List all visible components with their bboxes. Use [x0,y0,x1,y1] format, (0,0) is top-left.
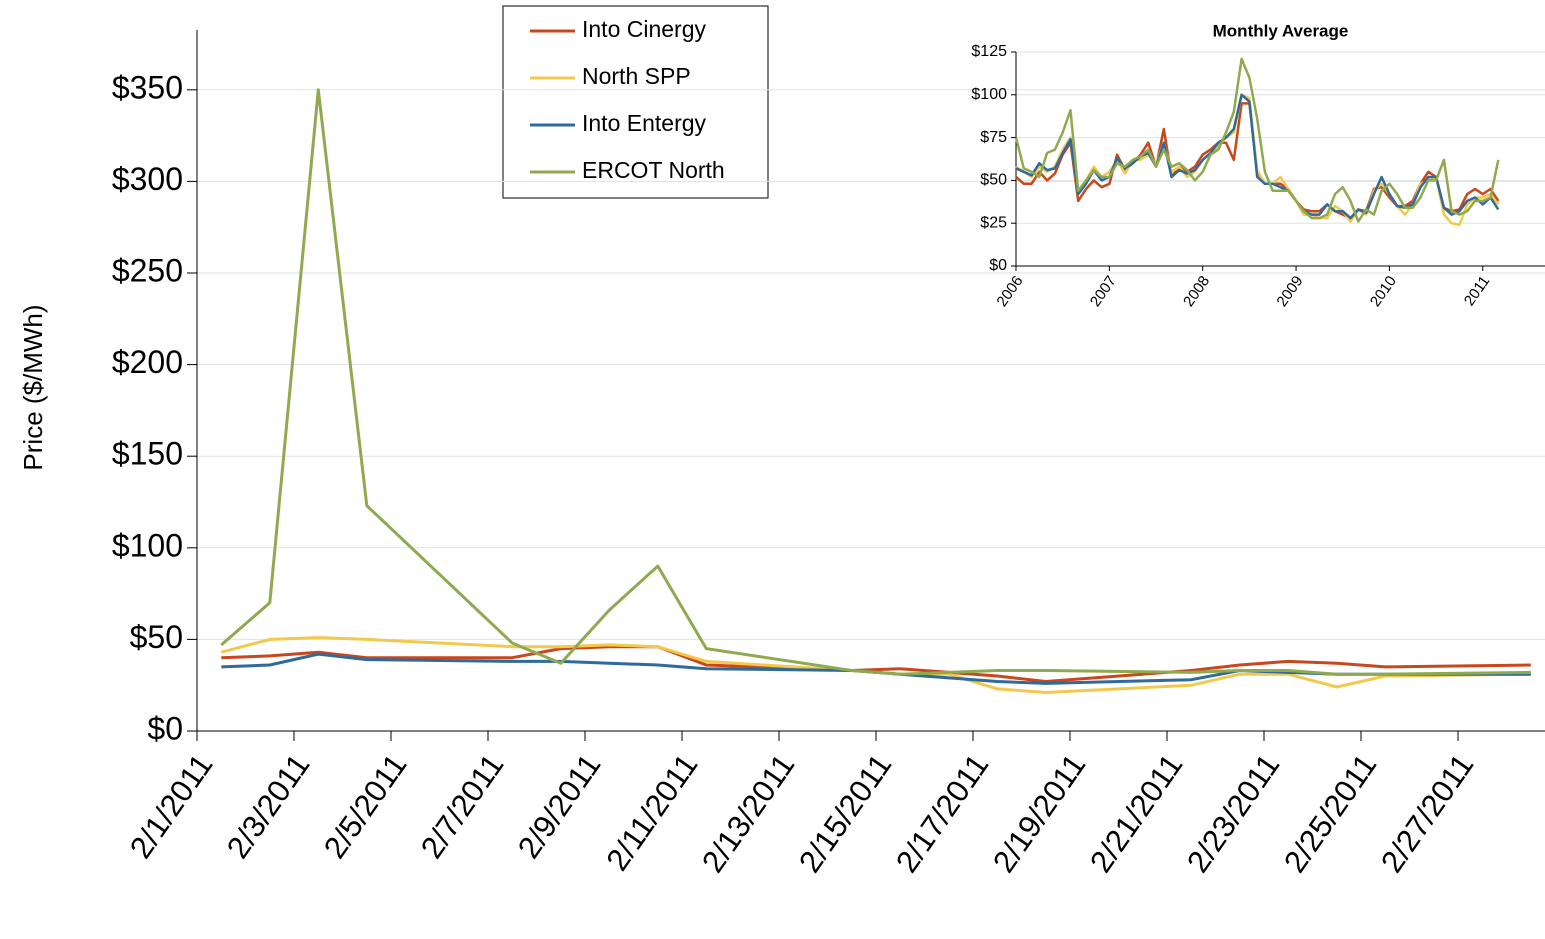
x-tick-label: 2/23/2011 [1180,748,1286,879]
x-tick-label: 2/25/2011 [1277,748,1383,879]
x-tick-label: 2/9/2011 [511,748,608,865]
y-tick-label: $250 [112,252,183,288]
x-tick-label: 2/19/2011 [986,748,1092,879]
legend-label: Into Entergy [582,110,707,136]
legend-label: ERCOT North [582,157,725,183]
y-tick-label: $300 [112,161,183,197]
x-tick-label: 2/3/2011 [220,748,317,865]
y-tick-label: $25 [980,214,1007,231]
x-tick-label: 2011 [1461,273,1493,309]
series-line [220,636,1531,694]
series-line [221,645,1531,683]
x-tick-label: 2/27/2011 [1374,748,1480,879]
x-tick-label: 2/7/2011 [414,748,511,865]
x-tick-label: 2/13/2011 [695,748,801,879]
x-tick-label: 2/11/2011 [599,748,704,877]
y-tick-label: $75 [980,129,1007,146]
series-line [220,88,1531,676]
x-tick-label: 2009 [1274,273,1307,310]
x-tick-label: 2007 [1087,273,1120,310]
y-tick-label: $0 [989,257,1007,274]
x-tick-label: 2/1/2011 [123,748,220,865]
chart-title: Monthly Average [1213,21,1349,40]
series-line [1014,57,1500,223]
x-tick-label: 2/5/2011 [317,748,414,865]
x-tick-label: 2/21/2011 [1083,748,1189,879]
y-tick-label: $100 [112,527,183,563]
x-tick-label: 2010 [1367,273,1400,310]
y-tick-label: $350 [112,69,183,105]
y-axis-label: Price ($/MWh) [18,304,48,470]
y-tick-label: $150 [112,436,183,472]
y-tick-label: $50 [980,172,1007,189]
legend-label: Into Cinergy [582,16,707,42]
y-tick-label: $0 [147,710,183,746]
legend-box [502,5,769,199]
x-tick-label: 2/17/2011 [889,748,995,879]
legend-label: North SPP [582,63,691,89]
x-tick-label: 2006 [993,273,1026,310]
x-tick-label: 2/15/2011 [792,748,898,879]
y-tick-label: $100 [971,86,1007,103]
y-tick-label: $200 [112,344,183,380]
y-tick-label: $50 [130,619,183,655]
x-tick-label: 2008 [1180,273,1213,310]
y-tick-label: $125 [971,43,1007,60]
